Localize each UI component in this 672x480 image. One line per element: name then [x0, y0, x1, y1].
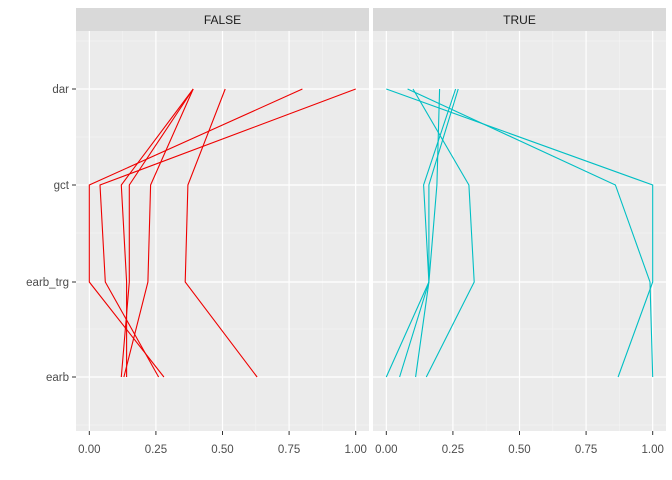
x-tick-label: 1.00	[641, 444, 663, 456]
y-tick-label: dar	[52, 84, 69, 96]
series-line-4	[123, 88, 194, 378]
series-line-1	[407, 88, 654, 378]
x-tick-label: 0.00	[375, 444, 397, 456]
series-line-6	[120, 88, 194, 377]
y-axis: earb earb_trg gct dar	[26, 84, 76, 384]
facet-strip	[373, 8, 666, 31]
series-line-4	[415, 88, 457, 378]
panel-false: FALSE 0.00 0.25 0.50 0.75 1.00	[76, 8, 369, 456]
x-tick-label: 1.00	[344, 444, 366, 456]
x-tick-label: 0.00	[78, 444, 100, 456]
y-tick-label: earb_trg	[26, 277, 69, 289]
x-tick-label: 0.50	[211, 444, 233, 456]
facet-strip	[76, 8, 369, 31]
x-tick-label: 0.25	[145, 444, 167, 456]
series-line-2	[386, 88, 654, 378]
y-tick-label: gct	[54, 180, 70, 192]
x-tick-label: 0.75	[278, 444, 300, 456]
series-line-6	[385, 88, 459, 378]
series-line-5	[120, 88, 194, 378]
series-line-3	[99, 88, 356, 378]
series-line-1	[184, 88, 258, 378]
facet-strip-label: FALSE	[204, 13, 241, 27]
facet-strip-label: TRUE	[503, 13, 536, 27]
x-tick-label: 0.75	[575, 444, 597, 456]
chart-panels: FALSE 0.00 0.25 0.50 0.75 1.00 TRUE 0.00 0.25 0.5…	[76, 8, 666, 456]
x-tick-label: 0.50	[508, 444, 530, 456]
series-line-3	[412, 88, 475, 378]
y-tick-label: earb	[46, 372, 69, 384]
x-tick-label: 0.25	[442, 444, 464, 456]
series-line-5	[399, 88, 441, 378]
panel-true: TRUE 0.00 0.25 0.50 0.75 1.00	[373, 8, 666, 456]
